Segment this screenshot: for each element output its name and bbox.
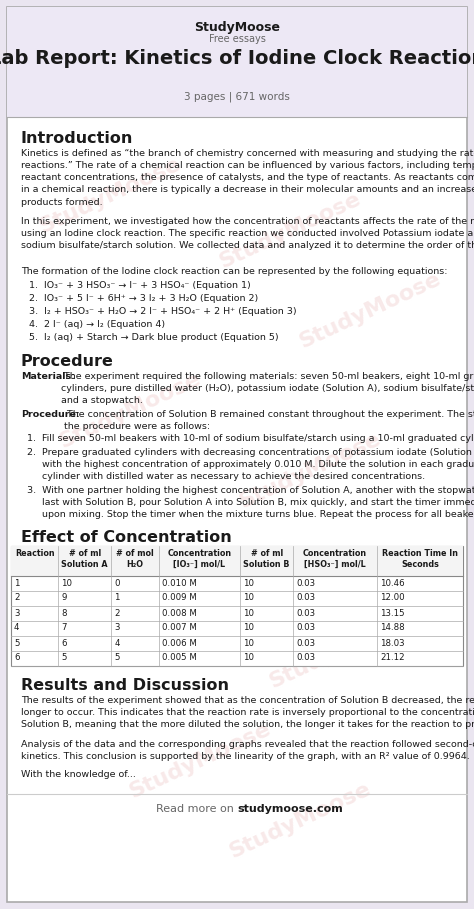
Text: 0.03: 0.03	[296, 608, 315, 617]
Text: 2.  IO₃⁻ + 5 I⁻ + 6H⁺ → 3 I₂ + 3 H₂O (Equation 2): 2. IO₃⁻ + 5 I⁻ + 6H⁺ → 3 I₂ + 3 H₂O (Equ…	[29, 294, 258, 303]
Text: 3: 3	[114, 624, 119, 633]
Text: StudyMoose: StudyMoose	[56, 368, 204, 452]
Text: # of ml
Solution A: # of ml Solution A	[62, 549, 108, 569]
Text: Read more on: Read more on	[155, 804, 237, 814]
Text: 2: 2	[114, 608, 119, 617]
Text: Effect of Concentration: Effect of Concentration	[21, 530, 232, 545]
Bar	[11, 546, 463, 576]
Text: 18.03: 18.03	[380, 638, 405, 647]
Text: 0.006 M: 0.006 M	[162, 638, 196, 647]
Text: Procedure: Procedure	[21, 354, 114, 369]
Text: # of mol
H₂O: # of mol H₂O	[116, 549, 154, 569]
Text: 1: 1	[14, 578, 19, 587]
Text: 5: 5	[114, 654, 119, 663]
Text: The concentration of Solution B remained constant throughout the experiment. The: The concentration of Solution B remained…	[64, 410, 474, 431]
Text: Lab Report: Kinetics of Iodine Clock Reaction: Lab Report: Kinetics of Iodine Clock Rea…	[0, 49, 474, 68]
Text: 5: 5	[62, 654, 67, 663]
Text: 6: 6	[62, 638, 67, 647]
Text: The results of the experiment showed that as the concentration of Solution B dec: The results of the experiment showed tha…	[21, 696, 474, 729]
Text: Concentration
[HSO₃⁻] mol/L: Concentration [HSO₃⁻] mol/L	[303, 549, 367, 569]
Text: 1: 1	[114, 594, 119, 603]
Text: 3: 3	[14, 608, 19, 617]
Text: 7: 7	[62, 624, 67, 633]
Text: 0.010 M: 0.010 M	[162, 578, 196, 587]
Text: 0.009 M: 0.009 M	[162, 594, 196, 603]
Text: 12.00: 12.00	[380, 594, 405, 603]
Text: 0: 0	[114, 578, 119, 587]
Text: # of ml
Solution B: # of ml Solution B	[244, 549, 290, 569]
Text: 2.  Prepare graduated cylinders with decreasing concentrations of potassium ioda: 2. Prepare graduated cylinders with decr…	[27, 448, 474, 481]
Text: In this experiment, we investigated how the concentration of reactants affects t: In this experiment, we investigated how …	[21, 217, 474, 250]
Text: 0.03: 0.03	[296, 638, 315, 647]
Text: StudyMoose: StudyMoose	[36, 154, 184, 236]
Text: Kinetics is defined as “the branch of chemistry concerned with measuring and stu: Kinetics is defined as “the branch of ch…	[21, 149, 474, 206]
Text: 1.  Fill seven 50-ml beakers with 10-ml of sodium bisulfate/starch using a 10-ml: 1. Fill seven 50-ml beakers with 10-ml o…	[27, 434, 474, 443]
Text: Materials:: Materials:	[21, 372, 75, 381]
Text: 2: 2	[14, 594, 19, 603]
Text: 3 pages | 671 words: 3 pages | 671 words	[184, 91, 290, 102]
Text: 0.03: 0.03	[296, 654, 315, 663]
Text: 0.03: 0.03	[296, 578, 315, 587]
Text: StudyMoose: StudyMoose	[236, 428, 384, 512]
Text: 14.88: 14.88	[380, 624, 405, 633]
Text: 0.03: 0.03	[296, 594, 315, 603]
Text: studymoose.com: studymoose.com	[237, 804, 343, 814]
Text: StudyMoose: StudyMoose	[226, 778, 374, 862]
Text: 10: 10	[62, 578, 73, 587]
Text: StudyMoose: StudyMoose	[296, 268, 444, 352]
Text: StudyMoose: StudyMoose	[194, 21, 280, 34]
Text: Analysis of the data and the corresponding graphs revealed that the reaction fol: Analysis of the data and the correspondi…	[21, 740, 474, 761]
Bar	[11, 546, 463, 666]
Text: Reaction: Reaction	[15, 549, 55, 558]
Text: 3.  I₂ + HSO₃⁻ + H₂O → 2 I⁻ + HSO₄⁻ + 2 H⁺ (Equation 3): 3. I₂ + HSO₃⁻ + H₂O → 2 I⁻ + HSO₄⁻ + 2 H…	[29, 307, 297, 316]
Text: 10: 10	[243, 594, 254, 603]
Text: StudyMoose: StudyMoose	[126, 718, 274, 802]
Text: 4: 4	[14, 624, 19, 633]
Text: With the knowledge of...: With the knowledge of...	[21, 770, 136, 779]
Text: 0.008 M: 0.008 M	[162, 608, 196, 617]
Text: Concentration
[IO₃⁻] mol/L: Concentration [IO₃⁻] mol/L	[167, 549, 231, 569]
Text: 10: 10	[243, 638, 254, 647]
Text: 8: 8	[62, 608, 67, 617]
Bar	[7, 7, 467, 117]
Text: 10: 10	[243, 608, 254, 617]
Text: 0.03: 0.03	[296, 624, 315, 633]
Text: 9: 9	[62, 594, 67, 603]
Text: 10: 10	[243, 578, 254, 587]
Text: 5: 5	[14, 638, 19, 647]
Text: 10: 10	[243, 624, 254, 633]
Text: 10: 10	[243, 654, 254, 663]
Text: 5.  I₂ (aq) + Starch → Dark blue product (Equation 5): 5. I₂ (aq) + Starch → Dark blue product …	[29, 333, 279, 342]
Text: 0.005 M: 0.005 M	[162, 654, 196, 663]
Text: 4: 4	[114, 638, 119, 647]
Text: 4.  2 I⁻ (aq) → I₂ (Equation 4): 4. 2 I⁻ (aq) → I₂ (Equation 4)	[29, 320, 165, 329]
Text: 21.12: 21.12	[380, 654, 405, 663]
Text: 3.  With one partner holding the highest concentration of Solution A, another wi: 3. With one partner holding the highest …	[27, 486, 474, 519]
Text: StudyMoose: StudyMoose	[266, 608, 414, 692]
Text: 1.  IO₃⁻ + 3 HSO₃⁻ → I⁻ + 3 HSO₄⁻ (Equation 1): 1. IO₃⁻ + 3 HSO₃⁻ → I⁻ + 3 HSO₄⁻ (Equati…	[29, 281, 251, 290]
Text: The formation of the Iodine clock reaction can be represented by the following e: The formation of the Iodine clock reacti…	[21, 267, 447, 276]
Text: Free essays: Free essays	[209, 34, 265, 44]
Text: 6: 6	[14, 654, 19, 663]
Text: Introduction: Introduction	[21, 131, 133, 146]
Text: StudyMoose: StudyMoose	[216, 188, 364, 272]
Text: 13.15: 13.15	[380, 608, 405, 617]
Text: Procedure:: Procedure:	[21, 410, 80, 419]
Text: StudyMoose: StudyMoose	[86, 538, 234, 622]
Text: 0.007 M: 0.007 M	[162, 624, 196, 633]
Text: Reaction Time In
Seconds: Reaction Time In Seconds	[382, 549, 458, 569]
Text: The experiment required the following materials: seven 50-ml beakers, eight 10-m: The experiment required the following ma…	[61, 372, 474, 405]
Text: 10.46: 10.46	[380, 578, 405, 587]
Text: Results and Discussion: Results and Discussion	[21, 678, 229, 693]
